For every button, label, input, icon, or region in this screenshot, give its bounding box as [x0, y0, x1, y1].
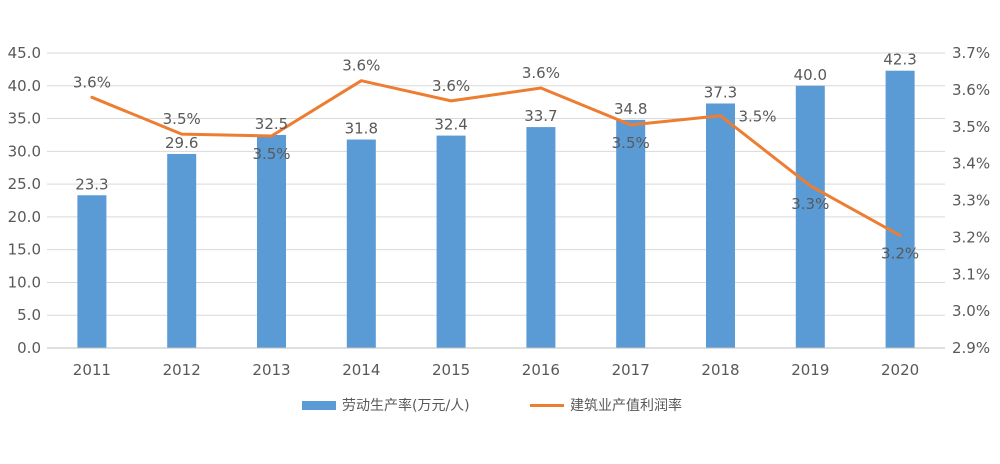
left-y-tick-label: 10.0 [8, 273, 41, 291]
bar [436, 135, 466, 348]
legend: 劳动生产率(万元/人) 建筑业产值利润率 [302, 397, 682, 414]
line-data-label: 3.5% [612, 134, 650, 152]
legend-bar-swatch [302, 401, 336, 410]
line-path [90, 79, 902, 237]
left-y-tick-label: 40.0 [8, 77, 41, 95]
left-y-tick-label: 35.0 [8, 110, 41, 128]
left-y-tick-label: 45.0 [8, 44, 41, 62]
x-tick-label: 2013 [252, 361, 290, 379]
right-y-tick-label: 3.3% [952, 192, 990, 210]
bar-data-label: 42.3 [883, 51, 916, 69]
legend-line-label: 建筑业产值利润率 [570, 397, 682, 414]
x-tick-label: 2016 [522, 361, 560, 379]
right-y-tick-label: 2.9% [952, 339, 990, 357]
bar-data-label: 31.8 [345, 120, 378, 138]
bar-data-label: 32.4 [434, 116, 467, 134]
line-data-label: 3.5% [738, 108, 776, 126]
bar [257, 134, 286, 348]
legend-bar-label: 劳动生产率(万元/人) [342, 397, 470, 414]
x-tick-label: 2020 [881, 361, 919, 379]
right-y-tick-label: 3.0% [952, 302, 990, 320]
right-y-tick-label: 3.2% [952, 228, 990, 246]
left-y-tick-label: 30.0 [8, 142, 41, 160]
line-data-label: 3.6% [342, 57, 380, 75]
bar [77, 195, 107, 348]
left-y-tick-label: 15.0 [8, 241, 41, 259]
bar-series [77, 70, 915, 349]
bar-data-label: 32.5 [255, 115, 288, 133]
line-data-label: 3.6% [73, 73, 111, 91]
left-y-tick-label: 5.0 [17, 306, 41, 324]
bar-data-label: 23.3 [75, 175, 108, 193]
left-y-tick-label: 25.0 [8, 175, 41, 193]
left-y-tick-label: 20.0 [8, 208, 41, 226]
bar-data-label: 37.3 [704, 83, 737, 101]
line-data-label: 3.5% [252, 145, 290, 163]
grid-lines [47, 52, 945, 316]
right-y-tick-label: 3.1% [952, 265, 990, 283]
line-data-label: 3.3% [791, 195, 829, 213]
x-tick-label: 2017 [612, 361, 650, 379]
line-data-label: 3.2% [881, 245, 919, 263]
x-tick-label: 2012 [163, 361, 201, 379]
data-labels: 23.3 29.6 32.5 31.8 32.4 33.7 34.8 37.3 40.0 42.3… [73, 51, 919, 263]
bar [616, 119, 646, 348]
x-tick-label: 2019 [791, 361, 829, 379]
right-y-tick-label: 3.6% [952, 81, 990, 99]
bar [167, 153, 197, 348]
bar [706, 103, 735, 348]
right-y-tick-label: 3.5% [952, 118, 990, 136]
axes: 0.0 5.0 10.0 15.0 20.0 25.0 30.0 35.0 40.0 45.0 2.… [8, 44, 991, 379]
line-series [90, 79, 902, 237]
x-tick-label: 2014 [342, 361, 380, 379]
x-tick-label: 2011 [73, 361, 111, 379]
bar-data-label: 40.0 [794, 66, 827, 84]
line-data-label: 3.5% [163, 110, 201, 128]
bar [526, 127, 556, 348]
bar [346, 139, 376, 348]
x-tick-label: 2018 [701, 361, 739, 379]
bar [885, 70, 915, 348]
bar-data-label: 34.8 [614, 100, 647, 118]
bar [795, 85, 825, 349]
bar-data-label: 29.6 [165, 134, 198, 152]
right-y-tick-label: 3.7% [952, 44, 990, 62]
line-data-label: 3.6% [522, 64, 560, 82]
x-tick-label: 2015 [432, 361, 470, 379]
left-y-tick-label: 0.0 [17, 339, 41, 357]
line-data-label: 3.6% [432, 77, 470, 95]
bar-data-label: 33.7 [524, 107, 557, 125]
right-y-tick-label: 3.4% [952, 155, 990, 173]
